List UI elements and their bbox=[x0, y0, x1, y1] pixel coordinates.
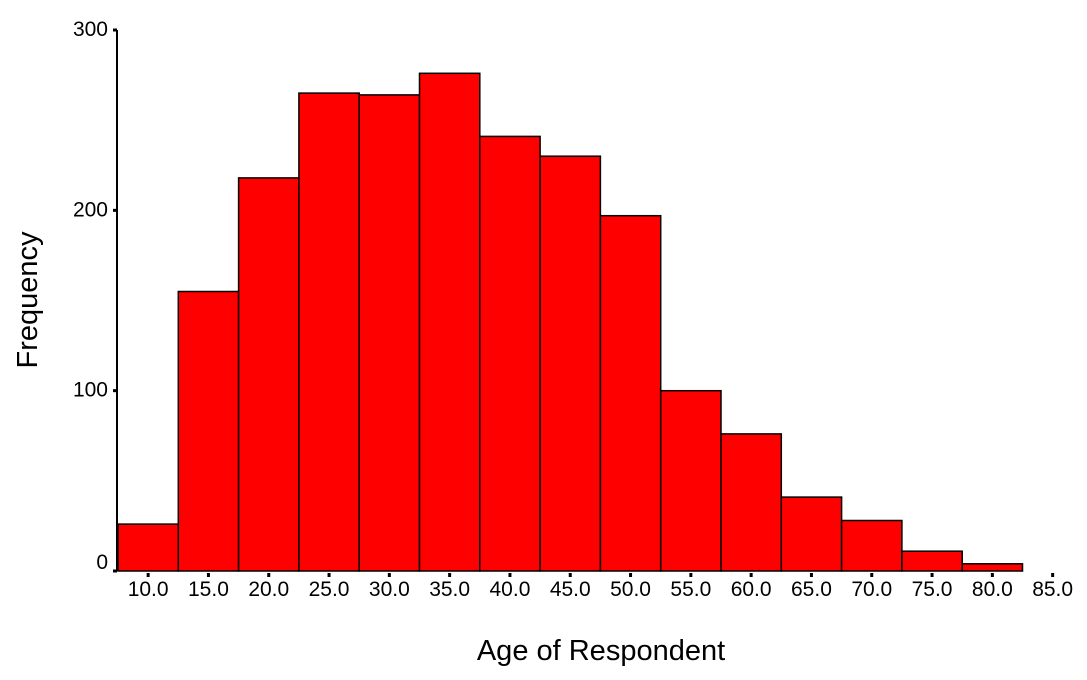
x-tick-label: 65.0 bbox=[791, 578, 832, 601]
x-axis-ticks: 10.0 15.0 20.0 25.0 30.0 35.0 40.0 45.0 50.0 55.0… bbox=[128, 573, 1073, 601]
x-tick-label: 40.0 bbox=[490, 578, 531, 601]
x-axis-title: Age of Respondent bbox=[477, 635, 725, 667]
bars-layer bbox=[117, 72, 1024, 572]
bar-10.0 bbox=[117, 523, 180, 572]
x-tick-label: 35.0 bbox=[429, 578, 470, 601]
x-tick-label: 15.0 bbox=[188, 578, 229, 601]
x-tick-label: 20.0 bbox=[248, 578, 289, 601]
x-tick-label: 45.0 bbox=[550, 578, 591, 601]
x-tick-label: 50.0 bbox=[610, 578, 651, 601]
x-tick-label: 85.0 bbox=[1032, 578, 1073, 601]
y-tick-label: 100 bbox=[73, 379, 108, 402]
bar-30.0 bbox=[358, 94, 421, 572]
x-tick-label: 30.0 bbox=[369, 578, 410, 601]
bar-40.0 bbox=[479, 135, 541, 572]
x-tick-label: 75.0 bbox=[912, 578, 953, 601]
y-tick-label: 300 bbox=[73, 18, 108, 41]
bar-55.0 bbox=[659, 389, 722, 572]
bar-70.0 bbox=[840, 519, 903, 572]
x-tick-label: 80.0 bbox=[972, 578, 1013, 601]
y-tick-label: 0 bbox=[96, 551, 108, 574]
x-tick-label: 25.0 bbox=[309, 578, 350, 601]
bar-25.0 bbox=[298, 92, 360, 572]
bar-80.0 bbox=[961, 563, 1024, 572]
bar-50.0 bbox=[599, 214, 662, 572]
bar-65.0 bbox=[780, 496, 843, 572]
bar-45.0 bbox=[539, 155, 602, 572]
bar-20.0 bbox=[237, 177, 300, 572]
bar-15.0 bbox=[177, 290, 240, 572]
y-tick-label: 200 bbox=[73, 198, 108, 221]
x-tick-label: 60.0 bbox=[731, 578, 772, 601]
y-axis-title: Frequency bbox=[12, 231, 44, 369]
y-axis-ticks: 0 100 200 300 bbox=[73, 18, 117, 574]
x-tick-label: 55.0 bbox=[670, 578, 711, 601]
x-tick-label: 70.0 bbox=[851, 578, 892, 601]
bar-75.0 bbox=[901, 550, 963, 572]
bar-60.0 bbox=[720, 433, 783, 572]
x-tick-label: 10.0 bbox=[128, 578, 169, 601]
bar-35.0 bbox=[418, 72, 481, 572]
